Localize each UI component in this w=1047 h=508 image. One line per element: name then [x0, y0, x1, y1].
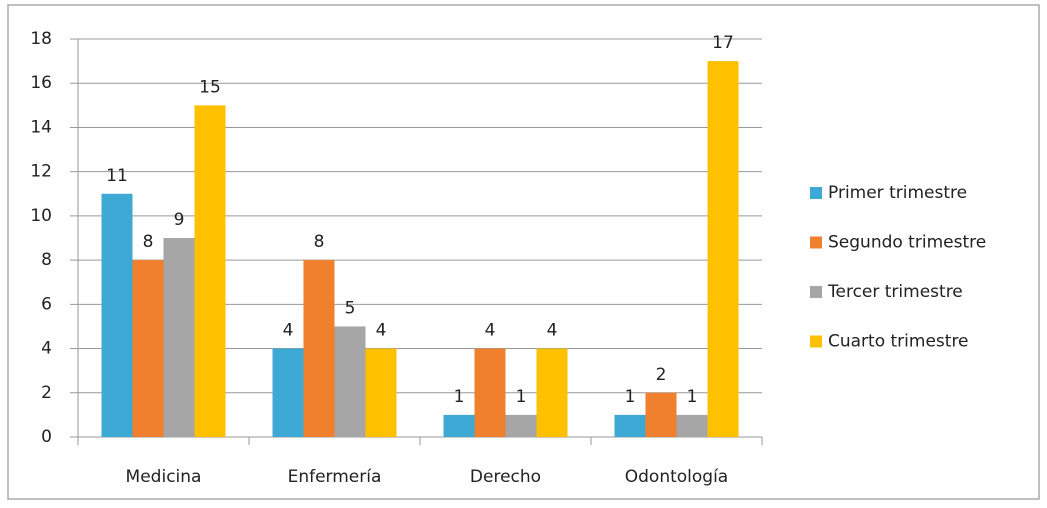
data-label: 1	[625, 387, 636, 407]
y-tick-label: 2	[41, 383, 52, 403]
bar	[474, 348, 506, 437]
data-label: 4	[376, 321, 387, 341]
bar	[163, 238, 195, 437]
bar	[132, 260, 164, 437]
bar	[365, 348, 397, 437]
x-tick-label: Odontología	[625, 467, 728, 487]
data-label: 9	[174, 210, 185, 230]
data-label: 1	[454, 387, 465, 407]
bar	[334, 326, 366, 437]
bar	[101, 193, 133, 437]
data-label: 4	[283, 321, 294, 341]
legend-swatch	[810, 335, 822, 348]
data-label: 15	[199, 77, 221, 97]
y-tick-label: 4	[41, 339, 52, 359]
data-label: 8	[314, 232, 325, 252]
data-label: 1	[516, 387, 527, 407]
legend-swatch	[810, 187, 822, 199]
bar	[303, 260, 335, 437]
bar	[707, 61, 739, 437]
bar	[536, 348, 568, 437]
bar	[505, 414, 537, 437]
y-tick-label: 0	[41, 427, 52, 447]
x-tick-label: Medicina	[126, 467, 202, 487]
bar	[645, 392, 677, 437]
bar	[614, 414, 646, 437]
bar	[443, 414, 475, 437]
data-label: 2	[656, 365, 667, 385]
bar	[676, 414, 708, 437]
legend-label: Tercer trimestre	[827, 282, 963, 302]
x-tick-label: Derecho	[470, 467, 541, 487]
legend-label: Primer trimestre	[828, 183, 967, 203]
y-tick-label: 10	[30, 206, 52, 226]
bar	[194, 105, 226, 437]
data-label: 4	[547, 321, 558, 341]
y-tick-label: 6	[41, 294, 52, 314]
x-tick-label: Enfermería	[288, 467, 382, 487]
legend-swatch	[810, 236, 822, 249]
data-label: 8	[143, 232, 154, 252]
bar	[272, 348, 304, 437]
data-label: 4	[485, 321, 496, 341]
data-label: 1	[687, 387, 698, 407]
data-label: 5	[345, 298, 356, 318]
data-label: 11	[106, 166, 128, 186]
legend-swatch	[810, 286, 822, 298]
y-tick-label: 8	[41, 250, 52, 270]
y-tick-label: 14	[30, 117, 52, 137]
y-tick-label: 18	[30, 29, 52, 49]
legend-label: Segundo trimestre	[828, 233, 986, 253]
legend-label: Cuarto trimestre	[828, 332, 969, 352]
y-tick-label: 16	[30, 73, 52, 93]
y-tick-label: 12	[30, 162, 52, 182]
data-label: 17	[712, 33, 734, 53]
